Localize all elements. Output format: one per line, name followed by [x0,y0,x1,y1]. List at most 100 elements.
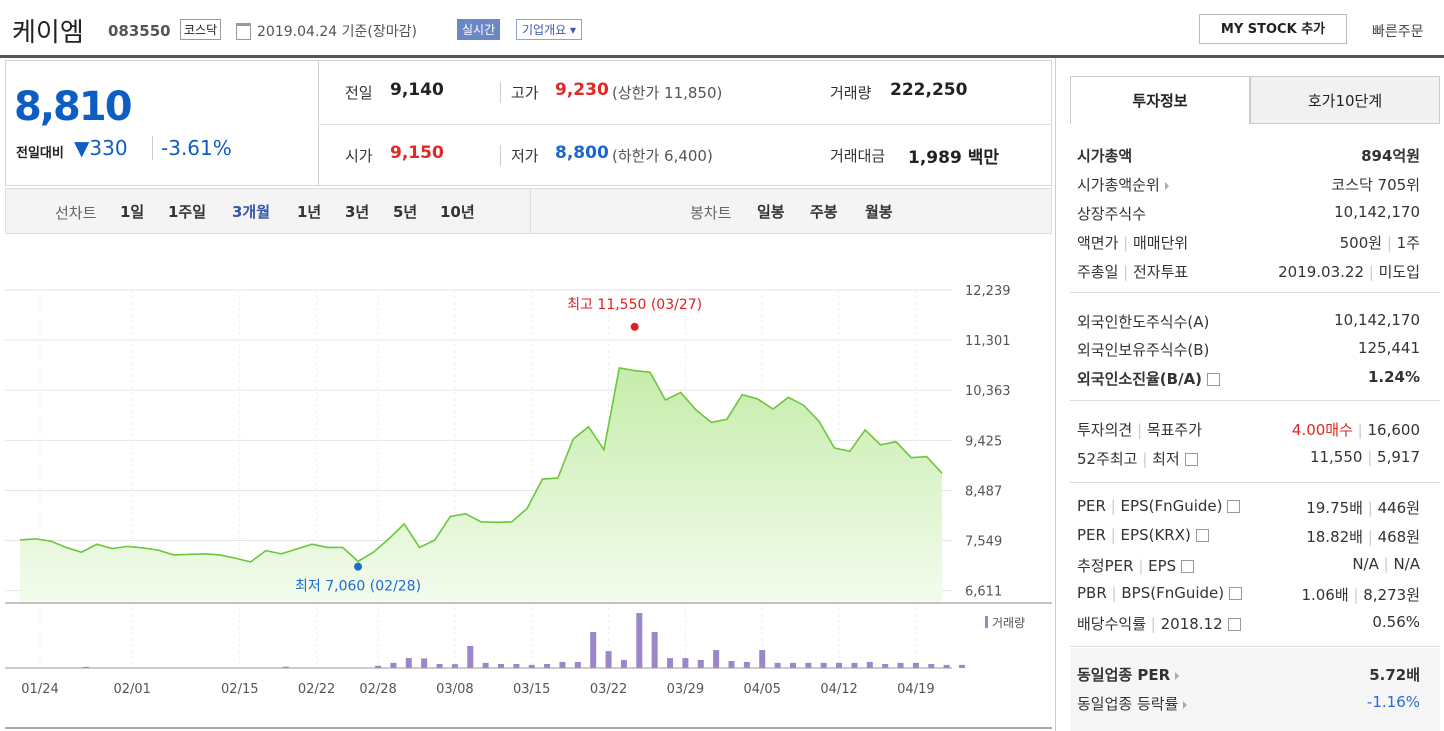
volume-bar [651,632,658,668]
row-value: 4.00매수 | 16,600 [1292,419,1420,440]
arrow-icon[interactable] [1164,181,1169,190]
sep: | [1378,555,1394,573]
volume-bar [912,662,919,668]
label-part: 매매단위 [1133,234,1189,252]
annotation: 최고 11,550 (03/27) [567,297,702,313]
row-label: 액면가 | 매매단위 [1077,232,1188,253]
volume-bar [897,662,904,668]
label-part: 2018.12 [1160,615,1223,633]
volume-bar [851,662,858,668]
annotation: 최저 7,060 (02/28) [295,579,421,595]
row-label: 투자의견 | 목표주가 [1077,419,1202,440]
period-tab[interactable]: 3개월 [232,203,271,221]
row-value: 2019.03.22 | 미도입 [1278,261,1420,282]
candle-tab[interactable]: 주봉 [810,203,838,221]
period-tab[interactable]: 1일 [120,203,145,221]
row-value: 18.82배 | 468원 [1306,526,1420,547]
value-part: 10,142,170 [1334,311,1420,329]
value-part: 894억원 [1361,147,1420,165]
volume-bar [728,661,735,668]
market-badge: 코스닥 [180,19,222,40]
label-part: 외국인소진율(B/A) [1077,370,1203,388]
arrow-icon[interactable] [1175,671,1180,680]
value-part: 4.00매수 [1291,421,1353,439]
value-part: 10,142,170 [1334,203,1420,221]
overview-btn[interactable]: 기업개요 ▾ [516,19,582,40]
period-tab[interactable]: 1년 [297,203,322,221]
help-icon[interactable] [1181,560,1195,573]
label-part: 목표주가 [1146,421,1202,439]
value-part: 446원 [1377,499,1420,517]
mystock-btn[interactable]: MY STOCK 추가 [1199,14,1347,44]
x-tick-label: 02/28 [359,682,396,697]
separator [1070,646,1440,647]
volume-bar [282,666,289,668]
x-tick-label: 03/15 [513,682,550,697]
legend-label: 거래량 [992,616,1025,630]
label-part: EPS(FnGuide) [1120,497,1223,515]
value-part: 1주 [1396,234,1420,252]
row-label: 시가총액순위 [1077,174,1169,195]
quote-label: 거래대금 [830,147,886,165]
stock-code: 083550 [108,22,171,40]
help-icon[interactable] [1207,373,1221,386]
help-icon[interactable] [1227,500,1241,513]
volume-bar [774,662,781,668]
y-tick-label: 12,239 [965,284,1011,299]
row-value: 10,142,170 [1334,311,1420,329]
sep: | [1348,586,1364,604]
x-tick-label: 04/12 [820,682,857,697]
value-part: 16,600 [1367,421,1421,439]
value-part: -1.16% [1366,693,1420,711]
period-tab[interactable]: 3년 [345,203,370,221]
volume-bar [667,658,674,668]
row-value: 5.72배 [1369,664,1420,685]
y-tick-label: 8,487 [965,484,1002,499]
row-label: PER | EPS(KRX) [1077,526,1209,544]
separator [1070,400,1440,401]
help-icon[interactable] [1184,453,1198,466]
candle-tab[interactable]: 일봉 [757,203,785,221]
volume-bar [697,659,704,668]
volume-bar [820,662,827,668]
period-tab[interactable]: 1주일 [168,203,207,221]
label-part: 외국인한도주식수(A) [1077,313,1210,331]
row-label: 주총일 | 전자투표 [1077,261,1188,282]
volume-bar [605,651,612,668]
candle-tab[interactable]: 월봉 [865,203,893,221]
divider [318,60,319,186]
quote-value: 9,140 [390,80,444,100]
volume-bar [590,632,597,668]
area [20,367,942,603]
period-tab[interactable]: 5년 [393,203,418,221]
date: 2019.04.24 기준(장마감) [257,24,417,40]
help-icon[interactable] [1195,529,1209,542]
row-value: 19.75배 | 446원 [1306,497,1420,518]
side-tab[interactable]: 호가10단계 [1250,76,1440,124]
help-icon[interactable] [1227,618,1241,631]
x-tick-label: 01/24 [21,682,58,697]
row-label: 동일업종 PER [1077,664,1180,685]
period-tab[interactable]: 10년 [440,203,475,221]
sep: | [1364,263,1379,281]
side-tab[interactable]: 투자정보 [1070,76,1250,124]
volume-bar [805,662,812,668]
value-part: 2019.03.22 [1278,263,1364,281]
calendar-icon [236,23,251,40]
help-icon[interactable] [1229,587,1243,600]
quote-value: 222,250 [890,80,968,100]
tab-bar [5,188,1052,234]
legend-swatch [985,616,988,628]
label-part: 외국인보유주식수(B) [1077,341,1210,359]
quick-order[interactable]: 빠른주문 [1372,24,1424,40]
realtime-btn[interactable]: 실시간 [457,19,501,40]
volume-bar [574,661,581,668]
volume-bar [544,663,551,668]
arrow-icon[interactable] [1183,700,1188,709]
tab-label: 선차트 [55,204,97,222]
quote-extra: (상한가 11,850) [612,84,723,102]
volume-bar [620,659,627,668]
value-part: 1.06배 [1301,586,1349,604]
label-part: 최저 [1152,450,1180,468]
